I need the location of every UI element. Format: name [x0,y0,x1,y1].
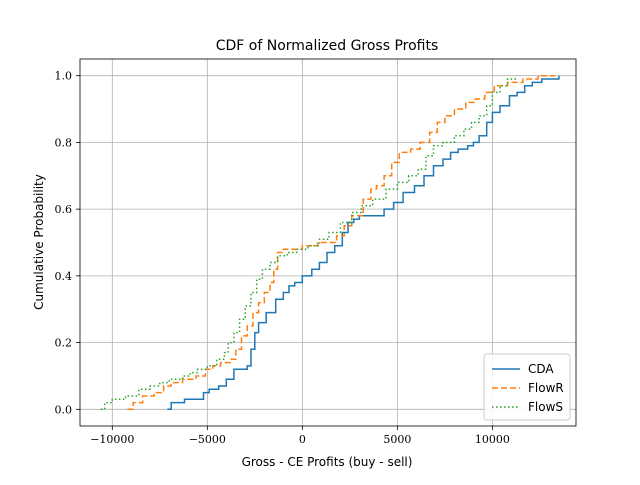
y-tick-label: 0.2 [55,337,73,350]
y-axis-label: Cumulative Probability [32,174,46,310]
y-tick-label: 1.0 [55,70,73,83]
legend-label: FlowS [528,400,563,414]
x-tick-label: −5000 [189,433,226,446]
x-axis-label: Gross - CE Profits (buy - sell) [242,455,413,469]
legend-label: CDA [528,362,554,376]
y-tick-label: 0.6 [55,203,73,216]
y-tick-label: 0.8 [55,136,73,149]
x-tick-label: 5000 [383,433,411,446]
chart-title: CDF of Normalized Gross Profits [216,38,439,54]
legend-label: FlowR [528,381,564,395]
x-tick-label: 10000 [475,433,510,446]
y-tick-label: 0.0 [55,403,73,416]
x-tick-label: −10000 [90,433,134,446]
x-tick-label: 0 [299,433,306,446]
legend: CDA FlowR FlowS [484,354,570,420]
y-tick-label: 0.4 [55,270,73,283]
